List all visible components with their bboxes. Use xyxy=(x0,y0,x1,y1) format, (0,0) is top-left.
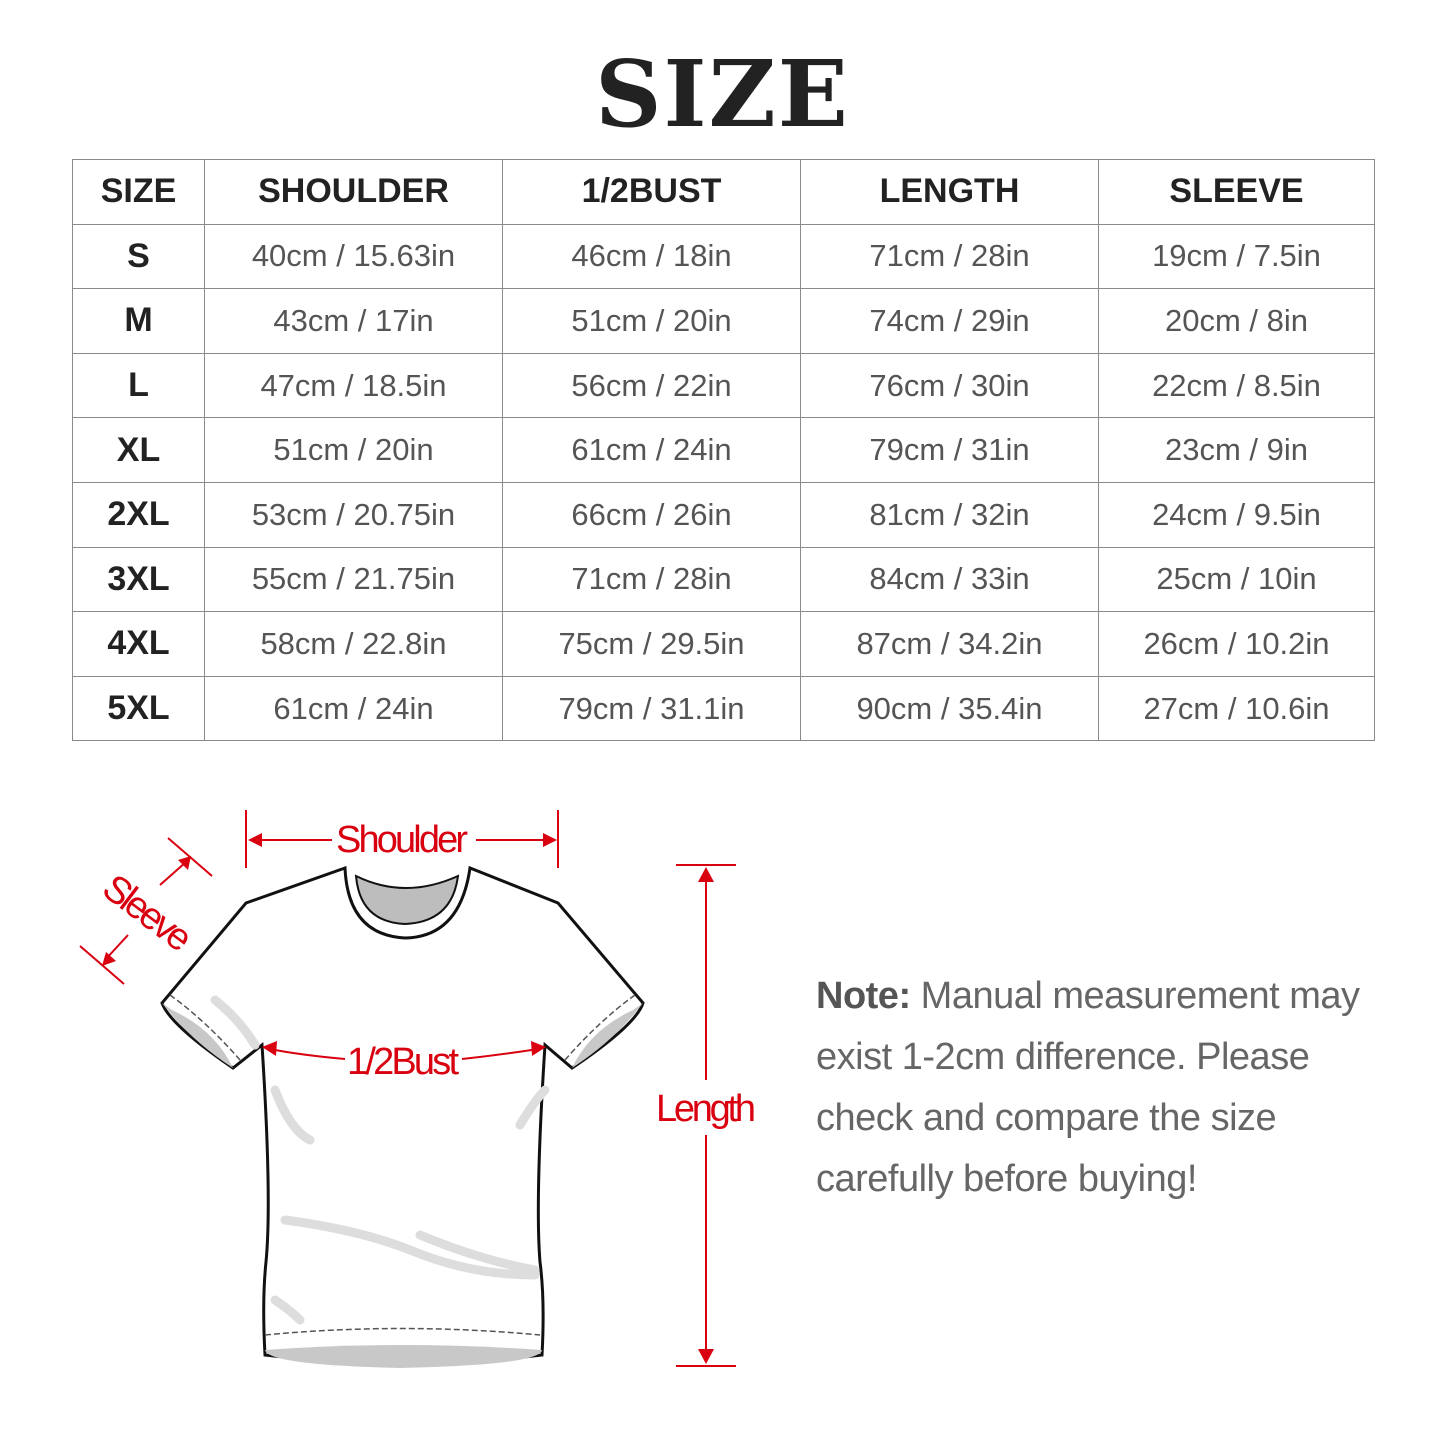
header-size: SIZE xyxy=(72,159,205,225)
tshirt-illustration xyxy=(160,865,645,1368)
cell-sleeve: 24cm / 9.5in xyxy=(1098,481,1375,548)
cell-length: 81cm / 32in xyxy=(800,481,1099,548)
cell-size: M xyxy=(72,288,205,354)
header-sleeve: SLEEVE xyxy=(1098,159,1375,225)
cell-size: S xyxy=(72,223,205,290)
cell-length: 84cm / 33in xyxy=(800,546,1099,613)
cell-bust: 56cm / 22in xyxy=(502,352,801,419)
table-row: M 43cm / 17in 51cm / 20in 74cm / 29in 20cm /… xyxy=(72,288,1375,354)
cell-length: 90cm / 35.4in xyxy=(800,675,1099,742)
cell-shoulder: 43cm / 17in xyxy=(204,288,503,354)
cell-bust: 79cm / 31.1in xyxy=(502,675,801,742)
size-table: SIZE SHOULDER 1/2BUST LENGTH SLEEVE S 40c… xyxy=(72,159,1375,742)
table-row: XL 51cm / 20in 61cm / 24in 79cm / 31in 23cm … xyxy=(72,417,1375,483)
cell-shoulder: 61cm / 24in xyxy=(204,675,503,742)
cell-shoulder: 53cm / 20.75in xyxy=(204,481,503,548)
note-text: Note: Manual measurement may exist 1-2cm… xyxy=(816,966,1416,1210)
cell-sleeve: 25cm / 10in xyxy=(1098,546,1375,613)
table-row: 2XL 53cm / 20.75in 66cm / 26in 81cm / 32in 2… xyxy=(72,481,1375,548)
table-row: L 47cm / 18.5in 56cm / 22in 76cm / 30in 22cm… xyxy=(72,352,1375,419)
cell-bust: 71cm / 28in xyxy=(502,546,801,613)
cell-size: 4XL xyxy=(72,611,205,677)
shoulder-label: Shoulder xyxy=(336,819,468,861)
cell-bust: 66cm / 26in xyxy=(502,481,801,548)
length-label: Length xyxy=(656,1088,756,1130)
table-row: 5XL 61cm / 24in 79cm / 31.1in 90cm / 35.4in… xyxy=(72,675,1375,742)
cell-size: 3XL xyxy=(72,546,205,613)
cell-bust: 61cm / 24in xyxy=(502,417,801,483)
arrowheads xyxy=(102,833,714,1364)
cell-size: 2XL xyxy=(72,481,205,548)
cell-shoulder: 40cm / 15.63in xyxy=(204,223,503,290)
table-row: 3XL 55cm / 21.75in 71cm / 28in 84cm / 33in 2… xyxy=(72,546,1375,613)
cell-shoulder: 51cm / 20in xyxy=(204,417,503,483)
table-row: S 40cm / 15.63in 46cm / 18in 71cm / 28in 19c… xyxy=(72,223,1375,290)
cell-length: 76cm / 30in xyxy=(800,352,1099,419)
cell-sleeve: 20cm / 8in xyxy=(1098,288,1375,354)
cell-shoulder: 47cm / 18.5in xyxy=(204,352,503,419)
cell-sleeve: 23cm / 9in xyxy=(1098,417,1375,483)
bust-label: 1/2Bust xyxy=(347,1041,459,1083)
note-label: Note: xyxy=(816,975,911,1017)
cell-sleeve: 27cm / 10.6in xyxy=(1098,675,1375,742)
cell-size: 5XL xyxy=(72,675,205,742)
cell-length: 74cm / 29in xyxy=(800,288,1099,354)
cell-shoulder: 55cm / 21.75in xyxy=(204,546,503,613)
sleeve-label: Sleeve xyxy=(95,867,200,961)
cell-bust: 51cm / 20in xyxy=(502,288,801,354)
cell-sleeve: 22cm / 8.5in xyxy=(1098,352,1375,419)
cell-sleeve: 19cm / 7.5in xyxy=(1098,223,1375,290)
cell-bust: 75cm / 29.5in xyxy=(502,611,801,677)
cell-length: 79cm / 31in xyxy=(800,417,1099,483)
header-bust: 1/2BUST xyxy=(502,159,801,225)
cell-shoulder: 58cm / 22.8in xyxy=(204,611,503,677)
page-title: SIZE xyxy=(595,40,850,148)
header-length: LENGTH xyxy=(800,159,1099,225)
note-body: Manual measurement may exist 1-2cm diffe… xyxy=(816,975,1360,1200)
cell-sleeve: 26cm / 10.2in xyxy=(1098,611,1375,677)
cell-size: L xyxy=(72,352,205,419)
table-header-row: SIZE SHOULDER 1/2BUST LENGTH SLEEVE xyxy=(72,159,1375,225)
cell-bust: 46cm / 18in xyxy=(502,223,801,290)
